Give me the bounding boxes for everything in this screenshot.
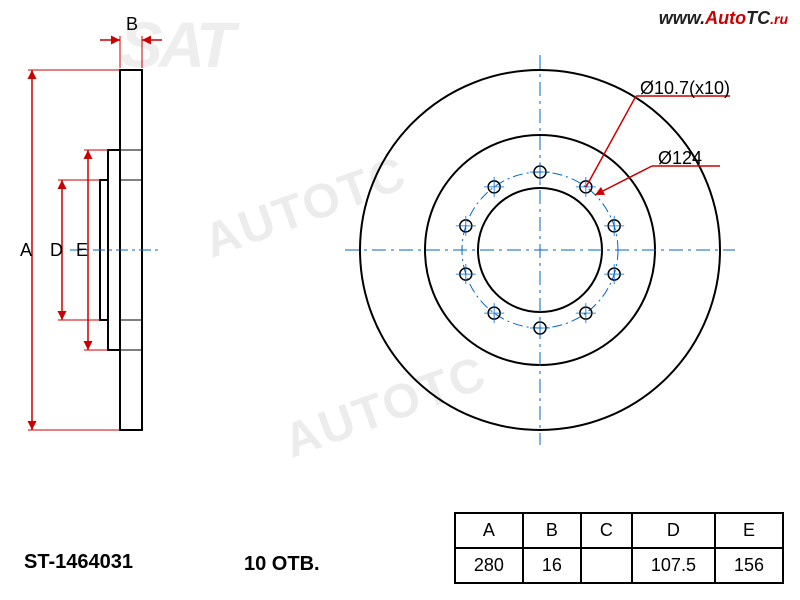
td-D: 107.5 [632, 548, 715, 583]
th-E: E [715, 513, 783, 548]
holes-count: 10 ОТВ. [244, 553, 320, 576]
annotation-pcd: Ø124 [658, 148, 702, 169]
td-E: 156 [715, 548, 783, 583]
table-value-row: 280 16 107.5 156 [455, 548, 783, 583]
label-B: B [126, 14, 138, 35]
dimensions-table: A B C D E 280 16 107.5 156 [454, 512, 784, 584]
label-E: E [76, 240, 88, 261]
table-header-row: A B C D E [455, 513, 783, 548]
part-number: ST-1464031 [24, 551, 133, 574]
th-C: C [581, 513, 632, 548]
td-C [581, 548, 632, 583]
th-D: D [632, 513, 715, 548]
th-B: B [523, 513, 581, 548]
td-B: 16 [523, 548, 581, 583]
annotation-bolt: Ø10.7(x10) [640, 78, 730, 99]
front-view [345, 55, 735, 445]
th-A: A [455, 513, 523, 548]
label-D: D [50, 240, 63, 261]
side-view [28, 36, 162, 430]
label-A: A [20, 240, 32, 261]
td-A: 280 [455, 548, 523, 583]
